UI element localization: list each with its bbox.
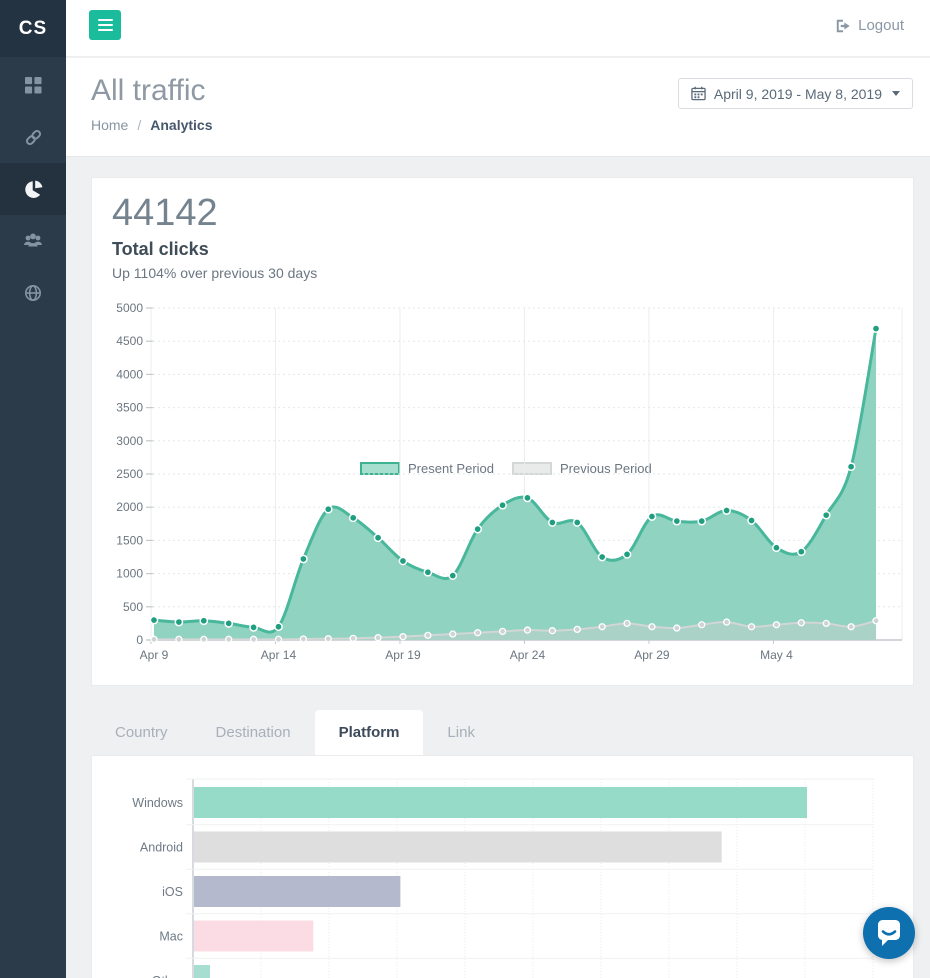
chevron-down-icon (892, 91, 900, 96)
sidebar-item-users[interactable] (0, 215, 66, 267)
app-logo[interactable]: CS (0, 0, 66, 57)
present-period-label: Present Period (408, 461, 494, 476)
sidebar-item-world[interactable] (0, 267, 66, 319)
tab-platform[interactable]: Platform (314, 710, 424, 755)
sidebar-item-dashboard[interactable] (0, 59, 66, 111)
svg-text:Apr 19: Apr 19 (385, 648, 421, 662)
total-clicks-label: Total clicks (112, 239, 209, 259)
svg-text:500: 500 (123, 600, 143, 614)
globe-icon (25, 285, 41, 301)
platform-bar-chart: Windows Android iOS Mac Other (132, 778, 874, 978)
breadcrumb-current: Analytics (150, 117, 213, 133)
total-clicks-subtitle: Up 1104% over previous 30 days (112, 265, 318, 281)
sign-out-icon (836, 19, 850, 32)
date-range-picker[interactable]: April 9, 2019 - May 8, 2019 (677, 78, 913, 109)
breadcrumb-home[interactable]: Home (91, 117, 129, 133)
tab-destination[interactable]: Destination (215, 724, 291, 741)
previous-period-swatch (512, 462, 552, 475)
svg-text:May 4: May 4 (760, 648, 793, 662)
logout-label: Logout (858, 17, 904, 34)
date-range-label: April 9, 2019 - May 8, 2019 (713, 85, 882, 102)
topbar: Logout (66, 0, 930, 57)
svg-text:2500: 2500 (116, 467, 143, 481)
tab-country[interactable]: Country (115, 724, 168, 741)
users-icon (24, 233, 42, 247)
calendar-icon (691, 86, 706, 101)
grid-icon (24, 76, 42, 94)
svg-text:Android: Android (140, 841, 183, 855)
total-clicks-value: 44142 (112, 192, 218, 234)
breadcrumb-separator: / (137, 117, 142, 133)
chat-bubble-icon (878, 920, 900, 946)
svg-text:1500: 1500 (116, 533, 143, 547)
svg-text:Other: Other (152, 974, 183, 978)
sidebar-item-links[interactable] (0, 111, 66, 163)
svg-text:Apr 14: Apr 14 (261, 648, 297, 662)
page-header: All traffic Home / Analytics April 9, 20… (66, 58, 930, 157)
svg-text:Windows: Windows (132, 796, 183, 810)
svg-text:Apr 9: Apr 9 (140, 648, 169, 662)
sidebar-nav (0, 57, 66, 319)
chat-widget-button[interactable] (863, 907, 915, 959)
svg-text:1000: 1000 (116, 567, 143, 581)
svg-text:4000: 4000 (116, 367, 143, 381)
svg-text:3500: 3500 (116, 401, 143, 415)
svg-text:4500: 4500 (116, 334, 143, 348)
tab-link[interactable]: Link (447, 724, 475, 741)
previous-period-label: Previous Period (560, 461, 652, 476)
svg-text:5000: 5000 (116, 301, 143, 315)
platform-breakdown-card: Windows Android iOS Mac Other (91, 755, 914, 978)
sidebar-item-analytics[interactable] (0, 163, 66, 215)
sidebar: CS (0, 0, 66, 978)
page-title: All traffic (91, 74, 206, 107)
svg-text:Mac: Mac (159, 930, 183, 944)
link-icon (25, 129, 41, 145)
clicks-area-chart: Apr 9 Apr 14 Apr 19 Apr 24 Apr 29 May 4 0 500 10… (116, 301, 903, 662)
logout-link[interactable]: Logout (835, 17, 904, 34)
breakdown-tabs: Country Destination Platform Link (91, 710, 499, 755)
chart-legend: Present Period Previous Period (360, 461, 652, 476)
total-clicks-card: 44142 Total clicks Up 1104% over previou… (91, 177, 914, 686)
svg-text:0: 0 (136, 633, 143, 647)
svg-text:Apr 29: Apr 29 (634, 648, 670, 662)
breadcrumb: Home / Analytics (91, 117, 213, 133)
svg-text:3000: 3000 (116, 434, 143, 448)
svg-text:Apr 24: Apr 24 (510, 648, 546, 662)
menu-toggle-button[interactable] (89, 10, 121, 40)
svg-text:2000: 2000 (116, 500, 143, 514)
svg-text:iOS: iOS (162, 885, 183, 899)
pie-chart-icon (24, 180, 42, 198)
